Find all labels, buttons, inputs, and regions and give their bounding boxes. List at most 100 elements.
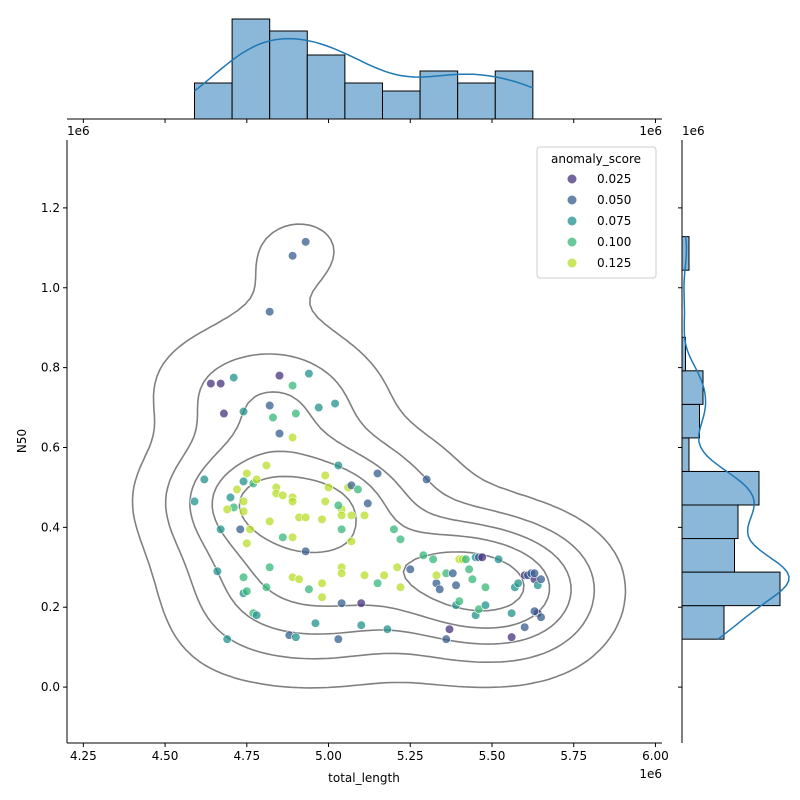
top-histogram-bar [306, 54, 346, 120]
legend-label: 0.025 [597, 172, 631, 186]
scatter-point [382, 624, 392, 634]
scatter-point [493, 554, 504, 564]
scatter-point [235, 524, 245, 534]
scatter-point [323, 482, 334, 493]
y-tick-label: 1.2 [41, 201, 60, 215]
right-histogram-bar [681, 437, 690, 472]
density-contour [131, 223, 627, 689]
density-contour [189, 391, 572, 645]
scatter-point [467, 574, 477, 584]
scatter-point [222, 504, 232, 514]
legend: anomaly_score 0.025 0.050 0.075 0.100 0.125 [536, 146, 657, 279]
top-histogram-bar [419, 70, 459, 120]
scatter-point [346, 510, 357, 520]
scatter-point [301, 546, 311, 556]
x-axis-label: total_length [328, 771, 400, 785]
scatter-point [363, 498, 373, 508]
scatter-point [359, 510, 370, 520]
scatter-point [238, 406, 249, 417]
x-axis-ticks: 4.25 4.50 4.75 5.00 5.25 5.50 5.75 6.00 [70, 119, 669, 763]
scatter-point [278, 532, 288, 542]
scatter-point [268, 412, 278, 423]
right-histogram-bar [681, 403, 700, 439]
scatter-point [265, 516, 275, 526]
scatter-point [265, 400, 275, 411]
scatter-point [222, 634, 232, 644]
scatter-point [304, 369, 314, 379]
scatter-point [507, 632, 517, 642]
legend-box [536, 146, 657, 279]
scatter-point [225, 492, 236, 503]
scatter-point [301, 237, 311, 247]
scatter-point [454, 596, 464, 606]
scatter-point [333, 500, 343, 510]
scatter-point [317, 578, 327, 588]
scatter-point [448, 568, 458, 578]
scatter-point [206, 378, 216, 389]
right-histogram-bar [681, 538, 735, 573]
scatter-point [232, 484, 242, 495]
scatter-point [287, 380, 298, 391]
density-contour [211, 450, 551, 629]
right-marginal-histogram [681, 236, 790, 640]
scatter-point [287, 532, 298, 542]
scatter-point [238, 572, 249, 582]
scatter-point [274, 428, 285, 439]
scatter-point [301, 512, 311, 522]
scatter-point [520, 622, 530, 632]
scatter-point [480, 582, 491, 592]
legend-label: 0.075 [597, 214, 631, 228]
x-tick-label: 5.50 [479, 749, 506, 763]
right-histogram-bar [681, 504, 739, 540]
scatter-point [507, 608, 517, 618]
right-histogram-bar [681, 571, 781, 607]
scatter-point [314, 402, 324, 413]
top-marginal-histogram [194, 18, 534, 120]
legend-marker [567, 216, 577, 226]
scatter-point [337, 524, 347, 534]
scatter-point [216, 524, 226, 534]
y-tick-label: 0.6 [41, 440, 60, 454]
scatter-point [395, 534, 406, 544]
top-histogram-bar [269, 30, 308, 120]
scatter-point [229, 373, 239, 383]
density-contours [131, 223, 627, 689]
scatter-point [513, 578, 523, 588]
scatter-point [317, 592, 327, 602]
scatter-point [242, 468, 252, 479]
scatter-point [320, 470, 330, 481]
main-scatter-plot [131, 223, 627, 689]
top-marginal-scale-left: 1e6 [67, 124, 90, 138]
scatter-point [320, 496, 330, 507]
scatter-point [219, 408, 229, 419]
y-axis-ticks: 0.0 0.2 0.4 0.6 0.8 1.0 1.2 [41, 201, 682, 694]
scatter-point [451, 580, 461, 590]
scatter-point [294, 574, 304, 584]
scatter-point [189, 496, 200, 507]
scatter-point [435, 584, 445, 594]
scatter-point [356, 620, 366, 630]
top-histogram-bar [381, 90, 421, 120]
scatter-point [261, 460, 272, 471]
right-histogram-bar [681, 605, 725, 640]
x-axis-scale: 1e6 [639, 767, 662, 781]
legend-title: anomaly_score [551, 152, 641, 166]
scatter-point [291, 408, 301, 419]
density-contour [238, 475, 525, 612]
scatter-point [418, 550, 428, 560]
scatter-points [189, 237, 546, 644]
legend-marker [567, 174, 577, 184]
scatter-point [261, 582, 272, 592]
scatter-point [242, 586, 252, 596]
legend-marker [567, 237, 577, 247]
scatter-point [395, 582, 406, 592]
scatter-point [337, 510, 347, 520]
scatter-point [428, 554, 438, 564]
scatter-point [304, 584, 314, 594]
scatter-point [238, 496, 249, 507]
scatter-point [529, 606, 540, 616]
right-kde-curve [683, 236, 790, 640]
scatter-point [333, 460, 343, 471]
scatter-point [405, 564, 415, 574]
